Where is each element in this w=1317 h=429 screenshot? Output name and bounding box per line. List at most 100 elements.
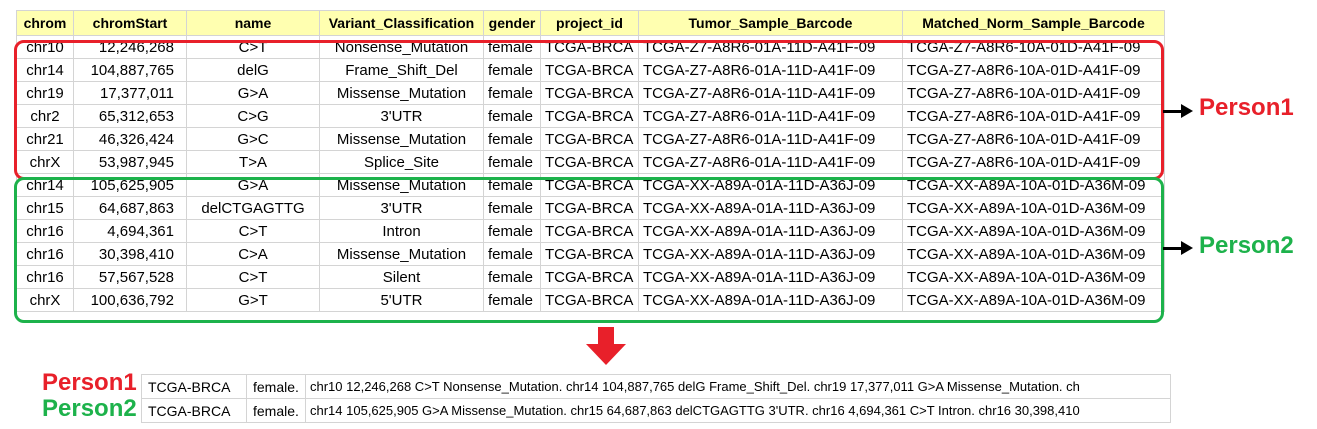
cell-tumor-sample-barcode[interactable]: TCGA-XX-A89A-01A-11D-A36J-09 — [638, 196, 903, 220]
cell-tumor-sample-barcode[interactable]: TCGA-XX-A89A-01A-11D-A36J-09 — [638, 288, 903, 312]
cell-variant-classification[interactable]: Silent — [319, 265, 484, 289]
cell-chromstart[interactable]: 57,567,528 — [73, 265, 187, 289]
cell-project-id[interactable]: TCGA-BRCA — [540, 219, 639, 243]
cell-matched-norm-sample-barcode[interactable]: TCGA-XX-A89A-10A-01D-A36M-09 — [902, 242, 1165, 266]
cell-name[interactable]: G>A — [186, 173, 320, 197]
header-project-id[interactable]: project_id — [540, 10, 639, 36]
cell-matched-norm-sample-barcode[interactable]: TCGA-XX-A89A-10A-01D-A36M-09 — [902, 288, 1165, 312]
cell-chrom[interactable]: chrX — [16, 150, 74, 174]
cell-tumor-sample-barcode[interactable]: TCGA-Z7-A8R6-01A-11D-A41F-09 — [638, 104, 903, 128]
cell-variant-classification[interactable]: 3'UTR — [319, 196, 484, 220]
summary-sequence[interactable]: chr10 12,246,268 C>T Nonsense_Mutation. … — [305, 374, 1171, 399]
header-chromstart[interactable]: chromStart — [73, 10, 187, 36]
cell-name[interactable]: delG — [186, 58, 320, 82]
cell-project-id[interactable]: TCGA-BRCA — [540, 265, 639, 289]
cell-name[interactable]: C>T — [186, 219, 320, 243]
cell-variant-classification[interactable]: Missense_Mutation — [319, 81, 484, 105]
cell-project-id[interactable]: TCGA-BRCA — [540, 196, 639, 220]
cell-gender[interactable]: female — [483, 196, 541, 220]
cell-chrom[interactable]: chr19 — [16, 81, 74, 105]
cell-chrom[interactable]: chr21 — [16, 127, 74, 151]
cell-chrom[interactable]: chr10 — [16, 35, 74, 59]
cell-variant-classification[interactable]: Intron — [319, 219, 484, 243]
cell-tumor-sample-barcode[interactable]: TCGA-Z7-A8R6-01A-11D-A41F-09 — [638, 127, 903, 151]
cell-variant-classification[interactable]: Splice_Site — [319, 150, 484, 174]
cell-project-id[interactable]: TCGA-BRCA — [540, 288, 639, 312]
header-matched-norm-sample-barcode[interactable]: Matched_Norm_Sample_Barcode — [902, 10, 1165, 36]
cell-gender[interactable]: female — [483, 81, 541, 105]
cell-chromstart[interactable]: 105,625,905 — [73, 173, 187, 197]
cell-chromstart[interactable]: 30,398,410 — [73, 242, 187, 266]
cell-tumor-sample-barcode[interactable]: TCGA-XX-A89A-01A-11D-A36J-09 — [638, 265, 903, 289]
header-gender[interactable]: gender — [483, 10, 541, 36]
cell-chromstart[interactable]: 12,246,268 — [73, 35, 187, 59]
cell-gender[interactable]: female — [483, 242, 541, 266]
cell-matched-norm-sample-barcode[interactable]: TCGA-XX-A89A-10A-01D-A36M-09 — [902, 265, 1165, 289]
cell-name[interactable]: C>T — [186, 265, 320, 289]
cell-project-id[interactable]: TCGA-BRCA — [540, 81, 639, 105]
cell-name[interactable]: G>C — [186, 127, 320, 151]
summary-sequence[interactable]: chr14 105,625,905 G>A Missense_Mutation.… — [305, 398, 1171, 423]
cell-chrom[interactable]: chr14 — [16, 58, 74, 82]
cell-name[interactable]: C>T — [186, 35, 320, 59]
cell-matched-norm-sample-barcode[interactable]: TCGA-Z7-A8R6-10A-01D-A41F-09 — [902, 35, 1165, 59]
cell-name[interactable]: C>G — [186, 104, 320, 128]
summary-gender[interactable]: female. — [246, 398, 306, 423]
summary-project[interactable]: TCGA-BRCA — [141, 374, 247, 399]
cell-name[interactable]: delCTGAGTTG — [186, 196, 320, 220]
cell-chrom[interactable]: chr15 — [16, 196, 74, 220]
cell-project-id[interactable]: TCGA-BRCA — [540, 242, 639, 266]
cell-matched-norm-sample-barcode[interactable]: TCGA-Z7-A8R6-10A-01D-A41F-09 — [902, 104, 1165, 128]
cell-project-id[interactable]: TCGA-BRCA — [540, 35, 639, 59]
summary-project[interactable]: TCGA-BRCA — [141, 398, 247, 423]
cell-variant-classification[interactable]: 5'UTR — [319, 288, 484, 312]
cell-tumor-sample-barcode[interactable]: TCGA-Z7-A8R6-01A-11D-A41F-09 — [638, 150, 903, 174]
cell-project-id[interactable]: TCGA-BRCA — [540, 58, 639, 82]
cell-matched-norm-sample-barcode[interactable]: TCGA-Z7-A8R6-10A-01D-A41F-09 — [902, 58, 1165, 82]
cell-gender[interactable]: female — [483, 35, 541, 59]
cell-matched-norm-sample-barcode[interactable]: TCGA-Z7-A8R6-10A-01D-A41F-09 — [902, 150, 1165, 174]
cell-gender[interactable]: female — [483, 265, 541, 289]
cell-matched-norm-sample-barcode[interactable]: TCGA-XX-A89A-10A-01D-A36M-09 — [902, 196, 1165, 220]
cell-tumor-sample-barcode[interactable]: TCGA-Z7-A8R6-01A-11D-A41F-09 — [638, 58, 903, 82]
cell-chromstart[interactable]: 104,887,765 — [73, 58, 187, 82]
cell-gender[interactable]: female — [483, 173, 541, 197]
cell-name[interactable]: G>A — [186, 81, 320, 105]
cell-variant-classification[interactable]: Missense_Mutation — [319, 127, 484, 151]
cell-variant-classification[interactable]: Missense_Mutation — [319, 173, 484, 197]
header-chrom[interactable]: chrom — [16, 10, 74, 36]
cell-variant-classification[interactable]: 3'UTR — [319, 104, 484, 128]
cell-chromstart[interactable]: 100,636,792 — [73, 288, 187, 312]
header-variant-classification[interactable]: Variant_Classification — [319, 10, 484, 36]
cell-gender[interactable]: female — [483, 219, 541, 243]
cell-chrom[interactable]: chr16 — [16, 242, 74, 266]
cell-gender[interactable]: female — [483, 150, 541, 174]
cell-chromstart[interactable]: 64,687,863 — [73, 196, 187, 220]
cell-name[interactable]: C>A — [186, 242, 320, 266]
cell-gender[interactable]: female — [483, 104, 541, 128]
cell-variant-classification[interactable]: Missense_Mutation — [319, 242, 484, 266]
cell-chromstart[interactable]: 65,312,653 — [73, 104, 187, 128]
cell-matched-norm-sample-barcode[interactable]: TCGA-Z7-A8R6-10A-01D-A41F-09 — [902, 127, 1165, 151]
cell-chrom[interactable]: chr16 — [16, 219, 74, 243]
summary-gender[interactable]: female. — [246, 374, 306, 399]
cell-gender[interactable]: female — [483, 288, 541, 312]
cell-matched-norm-sample-barcode[interactable]: TCGA-XX-A89A-10A-01D-A36M-09 — [902, 173, 1165, 197]
cell-chrom[interactable]: chrX — [16, 288, 74, 312]
cell-chromstart[interactable]: 53,987,945 — [73, 150, 187, 174]
cell-project-id[interactable]: TCGA-BRCA — [540, 150, 639, 174]
cell-name[interactable]: T>A — [186, 150, 320, 174]
cell-name[interactable]: G>T — [186, 288, 320, 312]
cell-matched-norm-sample-barcode[interactable]: TCGA-Z7-A8R6-10A-01D-A41F-09 — [902, 81, 1165, 105]
cell-chromstart[interactable]: 17,377,011 — [73, 81, 187, 105]
cell-variant-classification[interactable]: Frame_Shift_Del — [319, 58, 484, 82]
cell-variant-classification[interactable]: Nonsense_Mutation — [319, 35, 484, 59]
cell-tumor-sample-barcode[interactable]: TCGA-XX-A89A-01A-11D-A36J-09 — [638, 219, 903, 243]
cell-tumor-sample-barcode[interactable]: TCGA-XX-A89A-01A-11D-A36J-09 — [638, 242, 903, 266]
cell-chromstart[interactable]: 4,694,361 — [73, 219, 187, 243]
cell-project-id[interactable]: TCGA-BRCA — [540, 173, 639, 197]
cell-tumor-sample-barcode[interactable]: TCGA-XX-A89A-01A-11D-A36J-09 — [638, 173, 903, 197]
cell-chrom[interactable]: chr2 — [16, 104, 74, 128]
cell-chromstart[interactable]: 46,326,424 — [73, 127, 187, 151]
cell-matched-norm-sample-barcode[interactable]: TCGA-XX-A89A-10A-01D-A36M-09 — [902, 219, 1165, 243]
